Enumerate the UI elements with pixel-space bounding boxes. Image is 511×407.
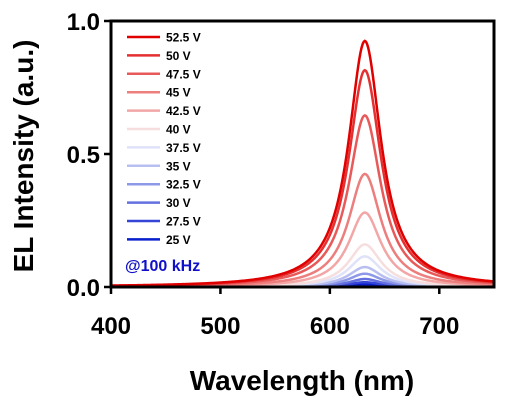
legend-label-9: 32.5 V — [166, 178, 201, 192]
x-tick-label-500: 500 — [200, 313, 240, 340]
y-tick-label-1: 0.5 — [67, 142, 100, 169]
legend-label-2: 50 V — [166, 49, 191, 63]
legend-label-10: 30 V — [166, 196, 191, 210]
legend-label-6: 40 V — [166, 123, 191, 137]
legend-label-12: 25 V — [166, 233, 191, 247]
axis-ticks: 400 500 600 700 0.0 0.5 1.0 — [67, 9, 460, 340]
legend-label-1: 52.5 V — [166, 31, 201, 45]
y-axis-label: EL Intensity (a.u.) — [8, 40, 39, 273]
legend-label-11: 27.5 V — [166, 215, 201, 229]
x-axis-label: Wavelength (nm) — [190, 365, 415, 396]
legend-label-4: 45 V — [166, 86, 191, 100]
series-line-1 — [110, 39, 495, 287]
y-tick-label-2: 1.0 — [67, 9, 100, 36]
x-tick-label-400: 400 — [91, 313, 131, 340]
x-tick-label-700: 700 — [419, 313, 459, 340]
x-tick-label-600: 600 — [310, 313, 350, 340]
legend-label-7: 37.5 V — [166, 141, 201, 155]
legend-label-5: 42.5 V — [166, 104, 201, 118]
y-tick-label-0: 0.0 — [67, 275, 100, 302]
frequency-annotation: @100 kHz — [125, 258, 200, 275]
legend: 52.5 V 50 V 47.5 V 45 V 42.5 V 40 V 37.5 V 35 V… — [127, 31, 201, 247]
legend-label-8: 35 V — [166, 159, 191, 173]
legend-label-3: 47.5 V — [166, 67, 201, 81]
